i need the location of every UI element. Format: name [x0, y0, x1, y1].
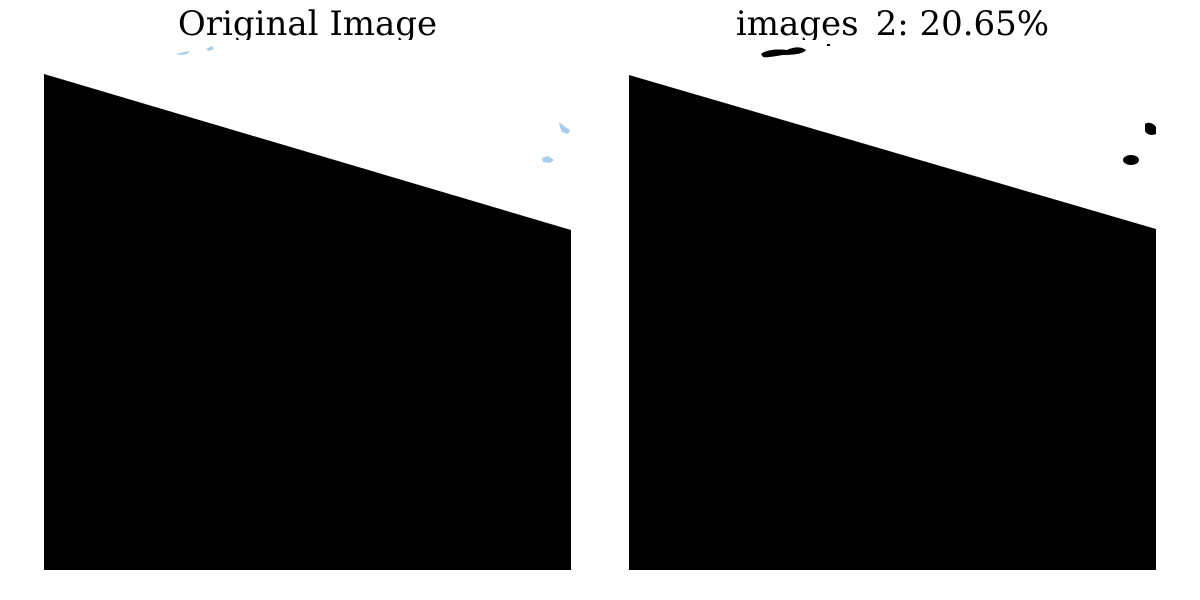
- original-image-artifact-right-2: [542, 156, 554, 163]
- prediction-mask-blob-right-1: [1145, 122, 1156, 135]
- original-image-artifact-top: [176, 51, 190, 55]
- prediction-mask-blob-right-2: [1123, 155, 1139, 165]
- original-image-artifact-top-small: [206, 46, 214, 51]
- prediction-mask-speck-top: [827, 44, 830, 46]
- original-image-panel: [44, 40, 571, 570]
- original-image-artifact-right-1: [559, 122, 570, 134]
- panel-title-prediction: images_2: 20.65%: [735, 4, 1050, 44]
- prediction-mask-panel: [629, 40, 1156, 570]
- prediction-mask-blob-top: [761, 47, 806, 58]
- panel-title-original: Original Image: [177, 4, 438, 44]
- original-image-dark-region: [44, 74, 571, 570]
- prediction-mask-dark-region: [629, 75, 1156, 570]
